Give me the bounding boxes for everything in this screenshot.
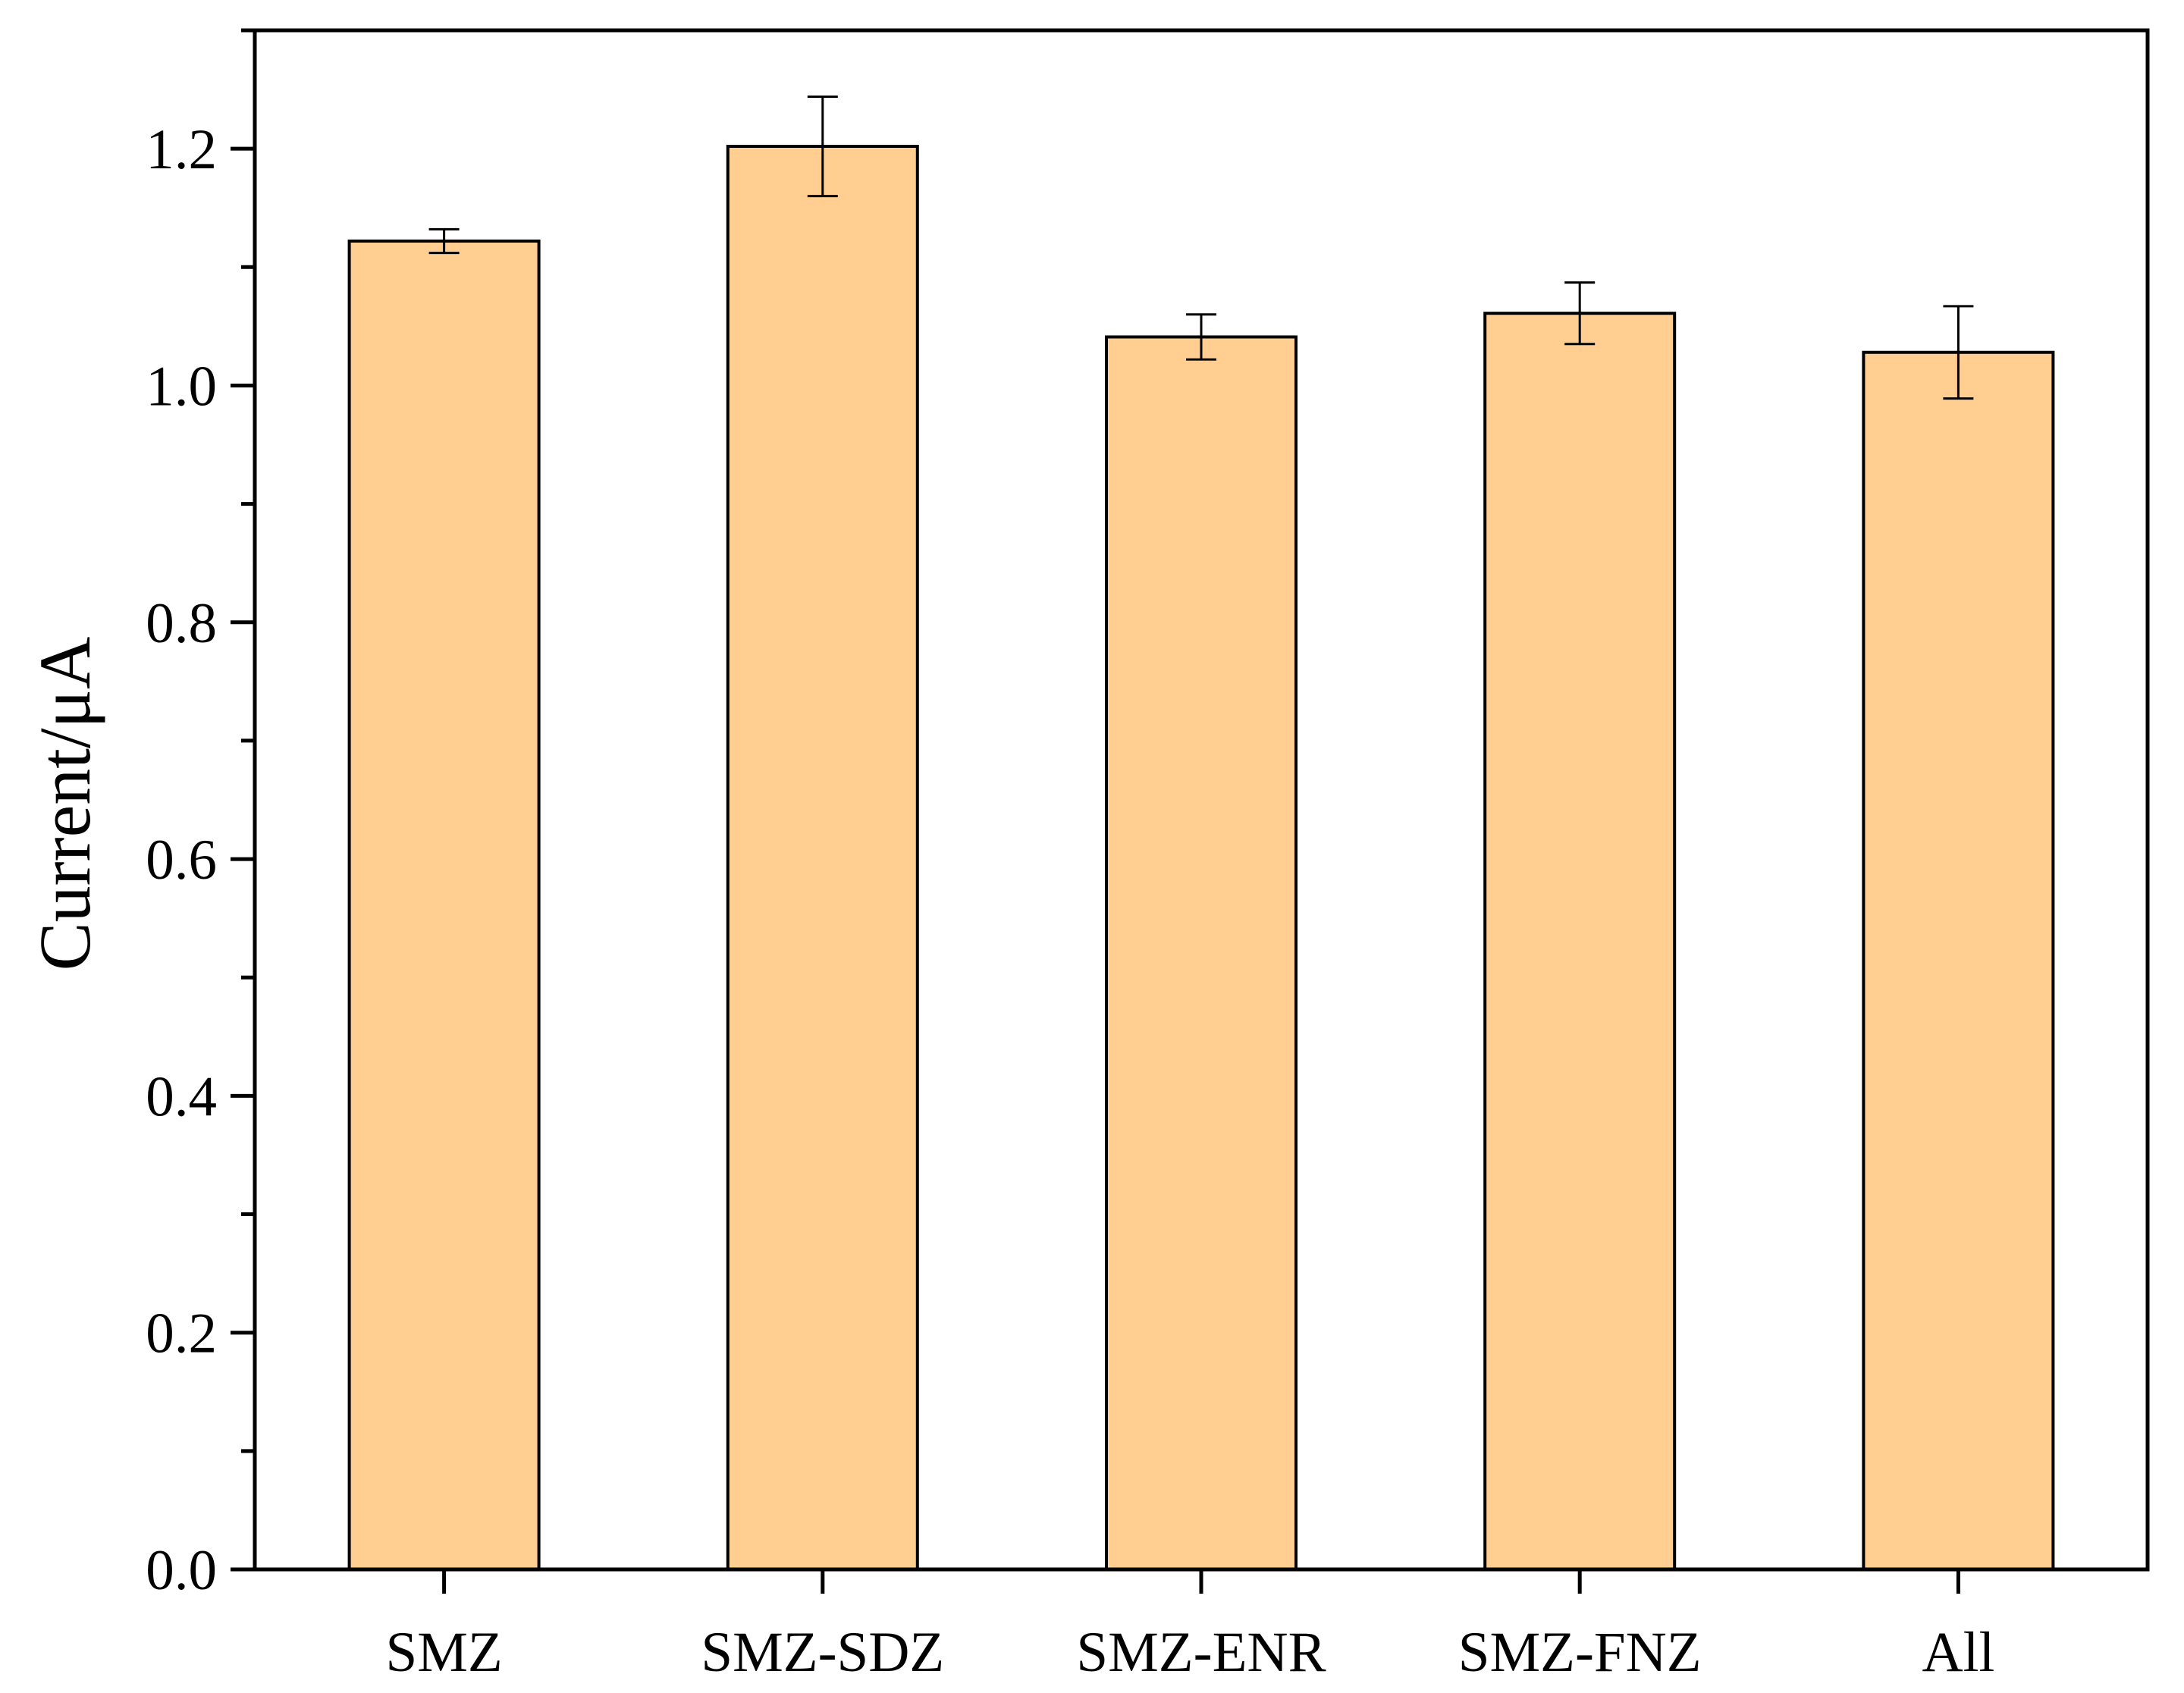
y-tick-label: 0.8 — [146, 592, 217, 655]
bar-smz — [347, 239, 541, 1571]
x-tick-label: SMZ-FNZ — [1458, 1621, 1702, 1684]
x-tick-label: SMZ-ENR — [1076, 1621, 1326, 1684]
y-axis-title: Current/μA — [24, 637, 105, 971]
error-bars-layer — [428, 95, 1974, 400]
x-tick-label: All — [1922, 1621, 1994, 1684]
x-tick-label: SMZ — [385, 1621, 502, 1684]
bar-smz-enr — [1105, 335, 1298, 1571]
y-tick-label: 1.2 — [146, 118, 217, 181]
labels-layer: SMZ SMZ-SDZ SMZ-ENR SMZ-FNZ All 0.0 0.2 0.4 0.6 0… — [146, 118, 1994, 1684]
y-tick-label: 0.6 — [146, 829, 217, 892]
axes-layer — [231, 28, 2150, 1594]
error-bar-smz — [428, 227, 460, 255]
x-tick-label: SMZ-SDZ — [701, 1621, 944, 1684]
y-tick-label: 0.2 — [146, 1303, 217, 1365]
bar-smz-fnz — [1483, 312, 1677, 1572]
y-tick-label: 0.4 — [146, 1065, 217, 1128]
y-tick-label: 1.0 — [146, 355, 217, 418]
bar-smz-sdz — [726, 145, 919, 1571]
y-tick-label: 0.0 — [146, 1539, 217, 1602]
error-bar-smz-enr — [1186, 313, 1216, 361]
error-bar-smz-fnz — [1564, 281, 1596, 346]
error-bar-all — [1943, 305, 1974, 400]
error-bar-smz-sdz — [807, 95, 838, 198]
plot-frame — [253, 28, 2150, 1572]
bar-all — [1862, 350, 2055, 1572]
